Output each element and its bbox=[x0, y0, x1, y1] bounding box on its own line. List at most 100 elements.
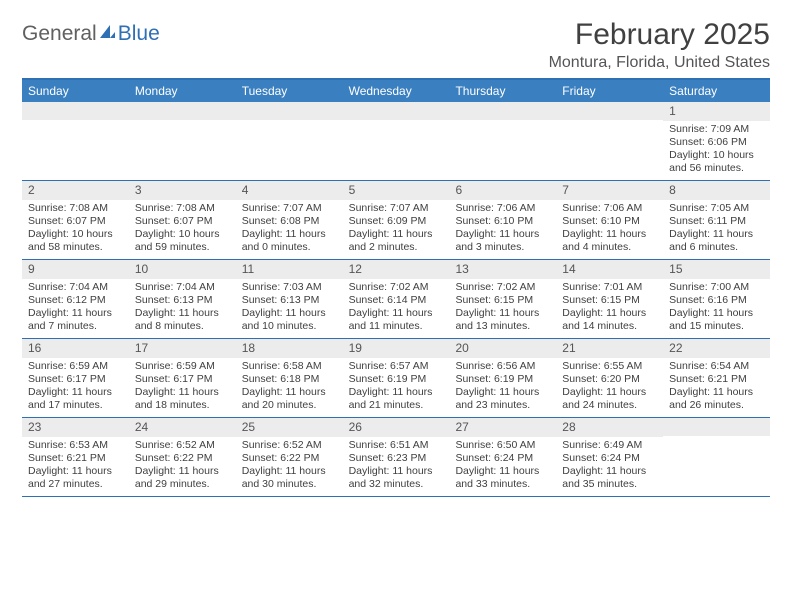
sunrise-text: Sunrise: 7:05 AM bbox=[669, 202, 764, 215]
sunrise-text: Sunrise: 6:59 AM bbox=[28, 360, 123, 373]
logo-text-blue: Blue bbox=[118, 22, 160, 46]
sunset-text: Sunset: 6:14 PM bbox=[349, 294, 444, 307]
day-number: 14 bbox=[556, 260, 663, 279]
day-cell: 1Sunrise: 7:09 AMSunset: 6:06 PMDaylight… bbox=[663, 102, 770, 180]
sunrise-text: Sunrise: 7:04 AM bbox=[28, 281, 123, 294]
day-number: 8 bbox=[663, 181, 770, 200]
sunset-text: Sunset: 6:16 PM bbox=[669, 294, 764, 307]
daylight-text: Daylight: 11 hours bbox=[562, 307, 657, 320]
day-cell: 15Sunrise: 7:00 AMSunset: 6:16 PMDayligh… bbox=[663, 260, 770, 338]
daylight-text: and 3 minutes. bbox=[455, 241, 550, 254]
daylight-text: and 35 minutes. bbox=[562, 478, 657, 491]
sunset-text: Sunset: 6:20 PM bbox=[562, 373, 657, 386]
day-number: 25 bbox=[236, 418, 343, 437]
weekday-header: Tuesday bbox=[236, 80, 343, 102]
sunset-text: Sunset: 6:06 PM bbox=[669, 136, 764, 149]
day-number: 4 bbox=[236, 181, 343, 200]
day-number: 9 bbox=[22, 260, 129, 279]
day-body: Sunrise: 6:56 AMSunset: 6:19 PMDaylight:… bbox=[449, 358, 556, 417]
weekday-header: Thursday bbox=[449, 80, 556, 102]
daylight-text: Daylight: 11 hours bbox=[242, 386, 337, 399]
day-cell bbox=[129, 102, 236, 180]
daylight-text: and 30 minutes. bbox=[242, 478, 337, 491]
day-cell: 28Sunrise: 6:49 AMSunset: 6:24 PMDayligh… bbox=[556, 418, 663, 496]
daylight-text: Daylight: 11 hours bbox=[28, 386, 123, 399]
sunset-text: Sunset: 6:07 PM bbox=[28, 215, 123, 228]
day-number: 3 bbox=[129, 181, 236, 200]
daylight-text: Daylight: 11 hours bbox=[669, 228, 764, 241]
day-body: Sunrise: 7:01 AMSunset: 6:15 PMDaylight:… bbox=[556, 279, 663, 338]
day-cell: 8Sunrise: 7:05 AMSunset: 6:11 PMDaylight… bbox=[663, 181, 770, 259]
daylight-text: Daylight: 11 hours bbox=[242, 465, 337, 478]
weekday-header: Sunday bbox=[22, 80, 129, 102]
day-cell: 2Sunrise: 7:08 AMSunset: 6:07 PMDaylight… bbox=[22, 181, 129, 259]
daylight-text: and 32 minutes. bbox=[349, 478, 444, 491]
day-body: Sunrise: 6:51 AMSunset: 6:23 PMDaylight:… bbox=[343, 437, 450, 496]
sunrise-text: Sunrise: 6:59 AM bbox=[135, 360, 230, 373]
day-cell: 6Sunrise: 7:06 AMSunset: 6:10 PMDaylight… bbox=[449, 181, 556, 259]
weekday-header: Monday bbox=[129, 80, 236, 102]
day-cell bbox=[663, 418, 770, 496]
sunset-text: Sunset: 6:10 PM bbox=[562, 215, 657, 228]
sunset-text: Sunset: 6:13 PM bbox=[242, 294, 337, 307]
logo: General Blue bbox=[22, 22, 160, 46]
sunset-text: Sunset: 6:22 PM bbox=[135, 452, 230, 465]
day-body: Sunrise: 7:02 AMSunset: 6:14 PMDaylight:… bbox=[343, 279, 450, 338]
daylight-text: Daylight: 11 hours bbox=[562, 386, 657, 399]
day-cell: 14Sunrise: 7:01 AMSunset: 6:15 PMDayligh… bbox=[556, 260, 663, 338]
day-body: Sunrise: 7:08 AMSunset: 6:07 PMDaylight:… bbox=[22, 200, 129, 259]
sunrise-text: Sunrise: 7:01 AM bbox=[562, 281, 657, 294]
day-body: Sunrise: 6:50 AMSunset: 6:24 PMDaylight:… bbox=[449, 437, 556, 496]
day-number: 11 bbox=[236, 260, 343, 279]
day-number: 22 bbox=[663, 339, 770, 358]
sunrise-text: Sunrise: 7:07 AM bbox=[242, 202, 337, 215]
day-cell: 5Sunrise: 7:07 AMSunset: 6:09 PMDaylight… bbox=[343, 181, 450, 259]
daylight-text: and 56 minutes. bbox=[669, 162, 764, 175]
day-body: Sunrise: 7:06 AMSunset: 6:10 PMDaylight:… bbox=[449, 200, 556, 259]
sunrise-text: Sunrise: 7:04 AM bbox=[135, 281, 230, 294]
day-cell: 18Sunrise: 6:58 AMSunset: 6:18 PMDayligh… bbox=[236, 339, 343, 417]
day-body: Sunrise: 6:52 AMSunset: 6:22 PMDaylight:… bbox=[236, 437, 343, 496]
weekday-header: Friday bbox=[556, 80, 663, 102]
daylight-text: and 24 minutes. bbox=[562, 399, 657, 412]
sunrise-text: Sunrise: 7:08 AM bbox=[28, 202, 123, 215]
sunset-text: Sunset: 6:21 PM bbox=[669, 373, 764, 386]
daylight-text: and 7 minutes. bbox=[28, 320, 123, 333]
daylight-text: Daylight: 11 hours bbox=[349, 386, 444, 399]
day-body: Sunrise: 6:52 AMSunset: 6:22 PMDaylight:… bbox=[129, 437, 236, 496]
day-cell: 21Sunrise: 6:55 AMSunset: 6:20 PMDayligh… bbox=[556, 339, 663, 417]
day-body: Sunrise: 6:49 AMSunset: 6:24 PMDaylight:… bbox=[556, 437, 663, 496]
day-number: 2 bbox=[22, 181, 129, 200]
sunset-text: Sunset: 6:13 PM bbox=[135, 294, 230, 307]
day-body: Sunrise: 7:00 AMSunset: 6:16 PMDaylight:… bbox=[663, 279, 770, 338]
day-cell: 19Sunrise: 6:57 AMSunset: 6:19 PMDayligh… bbox=[343, 339, 450, 417]
week-row: 9Sunrise: 7:04 AMSunset: 6:12 PMDaylight… bbox=[22, 260, 770, 339]
daylight-text: Daylight: 11 hours bbox=[135, 307, 230, 320]
daylight-text: Daylight: 11 hours bbox=[455, 228, 550, 241]
daylight-text: and 29 minutes. bbox=[135, 478, 230, 491]
sunrise-text: Sunrise: 7:00 AM bbox=[669, 281, 764, 294]
day-number: 16 bbox=[22, 339, 129, 358]
sunrise-text: Sunrise: 7:08 AM bbox=[135, 202, 230, 215]
daylight-text: and 20 minutes. bbox=[242, 399, 337, 412]
week-row: 16Sunrise: 6:59 AMSunset: 6:17 PMDayligh… bbox=[22, 339, 770, 418]
title-block: February 2025 Montura, Florida, United S… bbox=[549, 18, 770, 72]
day-number: 10 bbox=[129, 260, 236, 279]
sunset-text: Sunset: 6:15 PM bbox=[562, 294, 657, 307]
day-number: 21 bbox=[556, 339, 663, 358]
sunset-text: Sunset: 6:21 PM bbox=[28, 452, 123, 465]
day-number: 19 bbox=[343, 339, 450, 358]
calendar-subtitle: Montura, Florida, United States bbox=[549, 54, 770, 72]
daylight-text: Daylight: 11 hours bbox=[562, 228, 657, 241]
sunset-text: Sunset: 6:17 PM bbox=[28, 373, 123, 386]
daylight-text: and 2 minutes. bbox=[349, 241, 444, 254]
day-body: Sunrise: 7:04 AMSunset: 6:13 PMDaylight:… bbox=[129, 279, 236, 338]
daylight-text: and 23 minutes. bbox=[455, 399, 550, 412]
day-number: 28 bbox=[556, 418, 663, 437]
day-body: Sunrise: 7:05 AMSunset: 6:11 PMDaylight:… bbox=[663, 200, 770, 259]
day-body: Sunrise: 7:03 AMSunset: 6:13 PMDaylight:… bbox=[236, 279, 343, 338]
sunrise-text: Sunrise: 7:02 AM bbox=[455, 281, 550, 294]
daylight-text: Daylight: 11 hours bbox=[349, 307, 444, 320]
sunset-text: Sunset: 6:17 PM bbox=[135, 373, 230, 386]
day-cell: 27Sunrise: 6:50 AMSunset: 6:24 PMDayligh… bbox=[449, 418, 556, 496]
